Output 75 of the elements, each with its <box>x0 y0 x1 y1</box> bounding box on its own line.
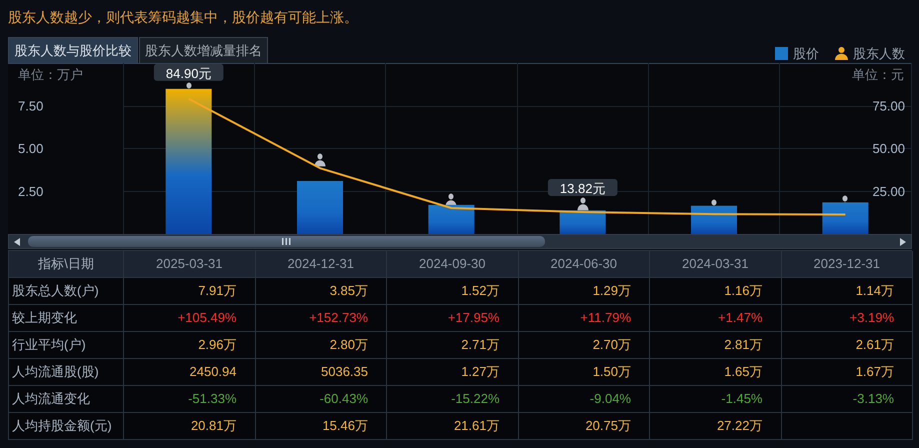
category-label: 2024-12-31 <box>256 251 387 278</box>
bar <box>822 202 868 234</box>
category-label: 2023-12-31 <box>782 251 913 278</box>
data-label: -9.04% <box>518 386 650 413</box>
bar <box>691 206 737 234</box>
chart-title: 股东人数越少，则代表筹码越集中，股价越有可能上涨。 <box>8 9 358 27</box>
right-arrow-icon[interactable] <box>900 238 906 246</box>
data-label: 7.91万 <box>124 278 256 305</box>
data-label: 1.67万 <box>782 359 913 386</box>
y-tick-label: 2.50 <box>18 184 44 199</box>
legend-label: 股东人数 <box>853 46 905 61</box>
series-label: 股东总人数(户) <box>9 278 124 305</box>
data-label: +152.73% <box>256 305 387 332</box>
data-label: 1.65万 <box>650 359 782 386</box>
data-label: 13.82元 <box>560 180 606 196</box>
data-label: 2.70万 <box>518 332 650 359</box>
text: 人均流通股(股) <box>9 359 124 386</box>
data-label: +1.47% <box>650 305 782 332</box>
bar <box>560 210 606 234</box>
data-label: 1.52万 <box>387 278 518 305</box>
data-label: +11.79% <box>518 305 650 332</box>
text: 行业平均(户) <box>9 332 124 359</box>
data-label: -60.43% <box>256 386 387 413</box>
data-label: +105.49% <box>124 305 256 332</box>
y2-axis-title: 单位：元 <box>852 67 904 82</box>
data-label: 2450.94 <box>124 359 256 386</box>
data-label: 2.81万 <box>650 332 782 359</box>
category-label: 2024-09-30 <box>387 251 518 278</box>
data-label: 2.80万 <box>256 332 387 359</box>
y2-tick-label: 50.00 <box>872 141 905 156</box>
y-axis-title: 单位：万户 <box>18 67 83 82</box>
data-label: 2.71万 <box>387 332 518 359</box>
scrollbar[interactable] <box>8 234 912 249</box>
bar <box>166 88 212 234</box>
text: 较上期变化 <box>9 305 124 332</box>
tab[interactable]: 股东人数增减量排名 <box>139 37 268 63</box>
category-label: 2024-06-30 <box>518 251 650 278</box>
y-tick-label: 7.50 <box>18 98 44 114</box>
data-label: -15.22% <box>387 386 518 413</box>
text: 指标\日期 <box>9 251 124 278</box>
line-series <box>188 98 846 216</box>
data-label: -51.33% <box>124 386 256 413</box>
data-label: 1.14万 <box>782 278 913 305</box>
category-label: 2025-03-31 <box>124 251 256 278</box>
data-label: 1.29万 <box>518 278 650 305</box>
y2-tick-label: 25.00 <box>872 184 905 199</box>
data-label: +3.19% <box>782 305 913 332</box>
data-label: 5036.35 <box>256 359 387 386</box>
data-label: +17.95% <box>387 305 518 332</box>
data-label: -3.13% <box>782 386 913 413</box>
data-label: 20.75万 <box>518 413 650 440</box>
data-label: 2.61万 <box>782 332 913 359</box>
data-label: 1.16万 <box>650 278 782 305</box>
data-label: -1.45% <box>650 386 782 413</box>
data-label: 20.81万 <box>124 413 256 440</box>
data-label: 27.22万 <box>650 413 782 440</box>
category-label: 2024-03-31 <box>650 251 782 278</box>
bar <box>297 180 343 234</box>
data-label: 1.27万 <box>387 359 518 386</box>
bar <box>428 204 474 234</box>
left-arrow-icon[interactable] <box>14 238 20 246</box>
data-label: 3.85万 <box>256 278 387 305</box>
text: 人均持股金额(元) <box>9 413 124 440</box>
y2-tick-label: 75.00 <box>872 98 905 114</box>
text: 人均流通变化 <box>9 386 124 413</box>
data-label: 84.90元 <box>166 66 212 81</box>
data-label: 15.46万 <box>256 413 387 440</box>
data-label: 2.96万 <box>124 332 256 359</box>
scrollbar-thumb[interactable] <box>28 236 545 247</box>
y-tick-label: 5.00 <box>18 141 44 156</box>
tab[interactable]: 股东人数与股价比较 <box>8 37 138 63</box>
grip-icon[interactable] <box>282 238 291 245</box>
legend-label: 股价 <box>793 46 819 61</box>
data-label: 21.61万 <box>387 413 518 440</box>
data-label: 1.50万 <box>518 359 650 386</box>
